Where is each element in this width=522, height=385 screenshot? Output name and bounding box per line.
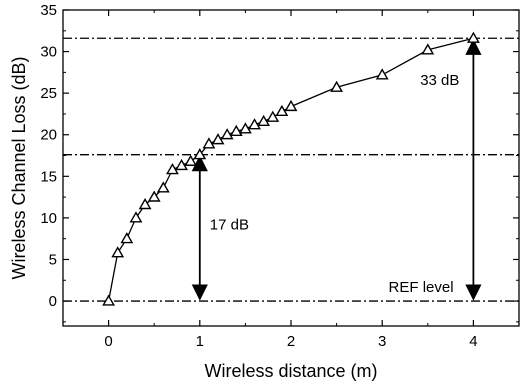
data-point bbox=[266, 110, 280, 122]
annotation-label: 17 dB bbox=[210, 217, 249, 234]
data-point bbox=[466, 31, 480, 43]
data-point bbox=[330, 80, 344, 92]
y-axis-title: Wireless Channel Loss (dB) bbox=[9, 56, 29, 279]
data-point bbox=[421, 43, 435, 55]
data-point bbox=[220, 128, 234, 140]
y-tick-label: 0 bbox=[49, 293, 57, 310]
data-point bbox=[211, 133, 225, 145]
data-point bbox=[202, 137, 216, 149]
y-tick-label: 25 bbox=[40, 85, 57, 102]
x-axis-title: Wireless distance (m) bbox=[204, 361, 377, 381]
y-tick-label: 30 bbox=[40, 44, 57, 61]
annotation-label: REF level bbox=[389, 279, 454, 296]
y-tick-label: 35 bbox=[40, 2, 57, 19]
x-tick-label: 3 bbox=[378, 333, 386, 350]
data-point bbox=[120, 232, 134, 244]
data-point bbox=[257, 114, 271, 127]
data-point bbox=[193, 148, 207, 160]
annotation-label: 33 dB bbox=[420, 72, 459, 89]
data-point bbox=[248, 118, 261, 130]
data-point bbox=[275, 104, 289, 117]
data-point bbox=[166, 163, 179, 175]
data-point bbox=[129, 211, 143, 223]
data-point bbox=[138, 197, 152, 210]
x-tick-label: 0 bbox=[104, 333, 112, 350]
x-tick-label: 1 bbox=[196, 333, 204, 350]
data-point bbox=[175, 158, 188, 171]
series-line bbox=[107, 37, 474, 302]
chart-text: 0 1 2 3 4 0 5 10 15 20 25 30 35 Wireless distance (m)… bbox=[9, 2, 478, 381]
data-point bbox=[147, 190, 161, 202]
axes bbox=[62, 9, 520, 327]
y-tick-label: 15 bbox=[40, 168, 57, 185]
data-series bbox=[102, 31, 480, 306]
data-point bbox=[102, 294, 116, 306]
x-tick-label: 4 bbox=[469, 333, 477, 350]
annotation-arrows bbox=[191, 38, 482, 301]
y-tick-label: 5 bbox=[49, 251, 57, 268]
data-point bbox=[375, 68, 389, 80]
data-point bbox=[156, 181, 170, 193]
x-tick-label: 2 bbox=[287, 333, 295, 350]
data-point bbox=[238, 122, 252, 134]
reference-lines bbox=[63, 37, 519, 302]
y-tick-label: 20 bbox=[40, 127, 57, 144]
data-point bbox=[111, 246, 125, 258]
data-point bbox=[229, 124, 243, 137]
y-tick-label: 10 bbox=[40, 210, 57, 227]
data-point bbox=[284, 99, 298, 112]
data-point bbox=[184, 154, 198, 166]
